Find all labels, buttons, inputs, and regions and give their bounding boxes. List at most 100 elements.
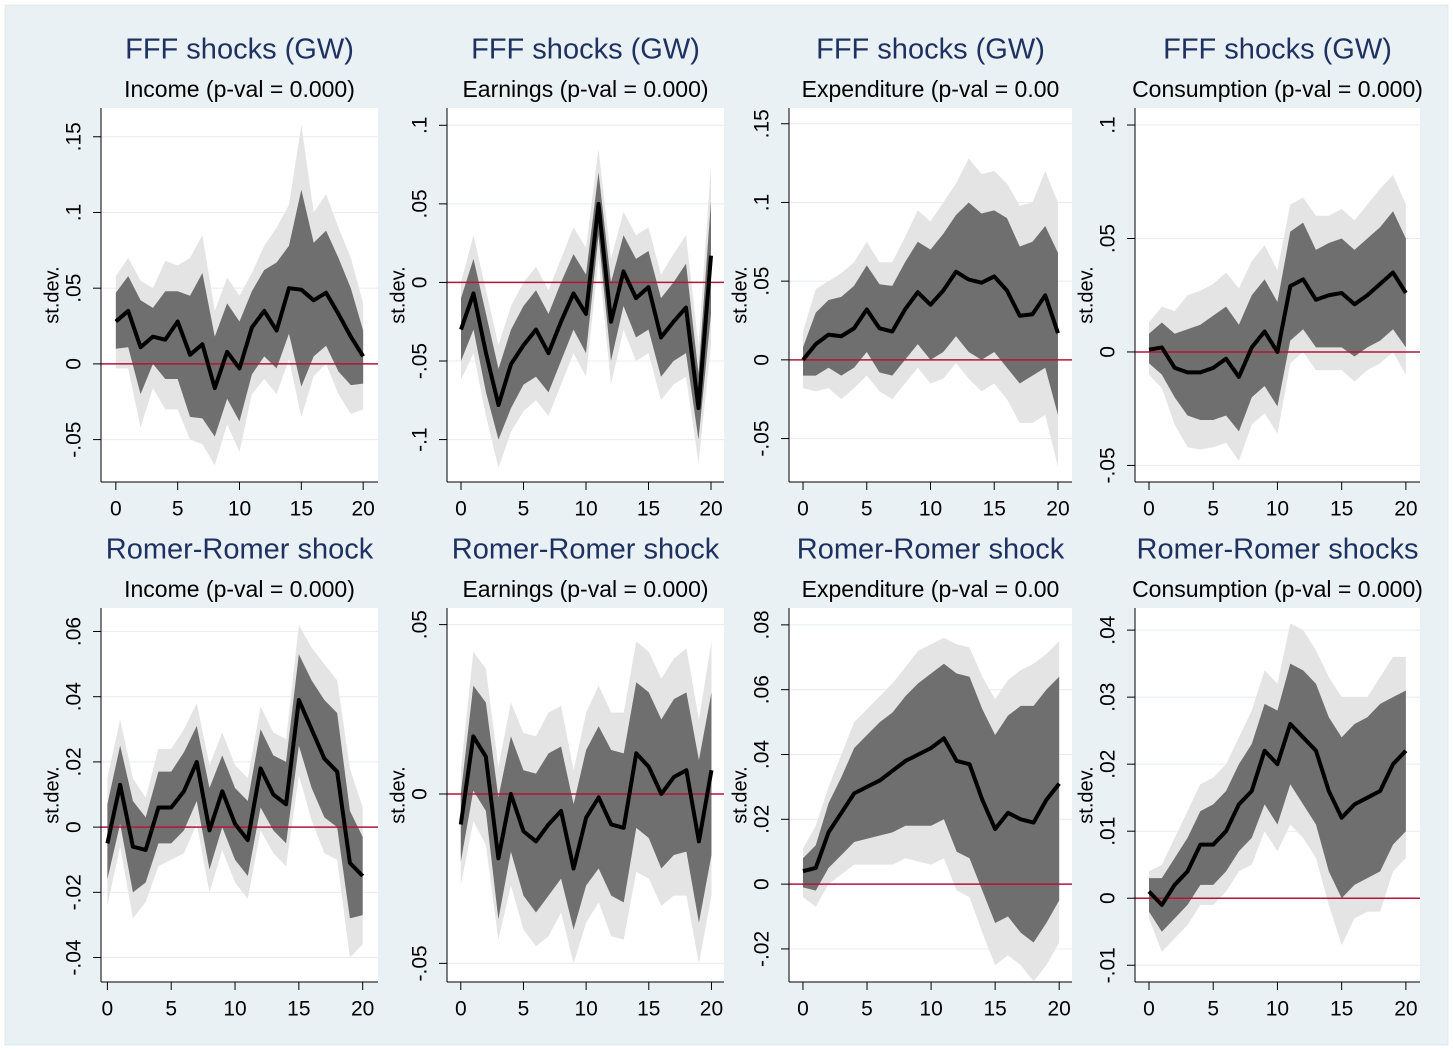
y-tick-label: .1: [1097, 116, 1120, 134]
x-tick-label: 15: [290, 498, 313, 521]
y-tick-label: .05: [409, 189, 432, 218]
x-tick-label: 20: [351, 498, 374, 521]
plot-content: [447, 148, 724, 468]
confidence-band: [1148, 663, 1406, 932]
y-tick-label: -.05: [1097, 447, 1120, 483]
y-tick-label: .15: [63, 122, 86, 151]
y-axis-label: st.dev.: [41, 266, 63, 323]
y-axis-label: st.dev.: [729, 766, 751, 823]
panel-title: FFF shocks (GW): [125, 34, 354, 66]
y-tick-label: -.05: [63, 422, 86, 458]
y-tick-label: .08: [751, 610, 774, 639]
panel-subtitle: Consumption (p-val = 0.000): [1132, 576, 1423, 602]
x-tick-label: 0: [1143, 998, 1155, 1021]
x-tick-label: 10: [223, 998, 246, 1021]
x-tick-label: 5: [172, 498, 184, 521]
y-tick-label: .05: [751, 267, 774, 296]
y-tick-label: .05: [409, 610, 432, 639]
panel-title: Romer-Romer shock: [106, 534, 374, 566]
x-tick-label: 20: [1046, 498, 1069, 521]
panel-subtitle: Earnings (p-val = 0.000): [462, 576, 708, 602]
x-tick-label: 0: [797, 498, 809, 521]
x-tick-label: 5: [1207, 498, 1219, 521]
x-tick-label: 20: [1394, 998, 1417, 1021]
y-tick-label: 0: [63, 358, 86, 370]
x-tick-label: 20: [351, 998, 374, 1021]
confidence-band: [107, 654, 363, 919]
x-tick-label: 0: [110, 498, 122, 521]
panel: FFF shocks (GW) Expenditure (p-val = 0.00…: [729, 34, 1072, 521]
x-tick-label: 5: [165, 998, 177, 1021]
plot-content: [101, 124, 378, 466]
x-tick-label: 5: [861, 498, 873, 521]
plot-content: [101, 624, 378, 958]
x-tick-label: 10: [574, 998, 597, 1021]
y-tick-label: 0: [751, 354, 774, 366]
panel-subtitle: Consumption (p-val = 0.000): [1132, 76, 1423, 102]
x-tick-label: 15: [287, 998, 310, 1021]
y-tick-label: .1: [63, 204, 86, 222]
y-tick-label: 0: [1097, 346, 1120, 358]
x-tick-label: 20: [1048, 998, 1071, 1021]
panel: Romer-Romer shock Earnings (p-val = 0.000…: [387, 534, 724, 1021]
plot-content: [789, 158, 1072, 467]
y-tick-label: .04: [63, 682, 86, 712]
confidence-band: [803, 202, 1058, 415]
panel-title: FFF shocks (GW): [1163, 34, 1392, 66]
y-tick-label: -.02: [63, 874, 86, 910]
y-tick-label: 0: [751, 878, 774, 890]
panel-title: FFF shocks (GW): [471, 34, 700, 66]
y-tick-label: .04: [751, 740, 774, 770]
y-tick-label: -.01: [1097, 947, 1120, 983]
panel: FFF shocks (GW) Consumption (p-val = 0.00…: [1075, 34, 1423, 521]
panel-title: Romer-Romer shock: [452, 534, 720, 566]
y-tick-label: -.04: [63, 939, 86, 976]
panel-title: Romer-Romer shock: [797, 534, 1065, 566]
confidence-band: [802, 663, 1060, 943]
confidence-band: [460, 682, 712, 930]
estimate-line: [105, 697, 365, 878]
panel-subtitle: Earnings (p-val = 0.000): [462, 76, 708, 102]
panel-subtitle: Expenditure (p-val = 0.00: [802, 76, 1060, 102]
plot-content: [1135, 174, 1420, 461]
panel: FFF shocks (GW) Earnings (p-val = 0.000) -…: [387, 34, 724, 521]
y-tick-label: .06: [751, 675, 774, 704]
y-tick-label: -.05: [409, 343, 432, 379]
estimate-line: [802, 736, 1061, 874]
y-tick-label: .02: [1097, 750, 1120, 779]
panel-subtitle: Expenditure (p-val = 0.00: [802, 576, 1060, 602]
x-tick-label: 0: [455, 498, 467, 521]
y-tick-label: .05: [1097, 224, 1120, 253]
y-tick-label: .02: [751, 805, 774, 834]
y-tick-label: .15: [751, 109, 774, 138]
x-tick-label: 5: [518, 998, 530, 1021]
y-tick-label: .01: [1097, 817, 1120, 846]
panel: Romer-Romer shock Expenditure (p-val = 0.…: [729, 534, 1072, 1021]
estimate-line: [458, 734, 714, 871]
plot-content: [789, 637, 1072, 982]
x-tick-label: 5: [1207, 998, 1219, 1021]
y-axis-label: st.dev.: [387, 266, 409, 323]
x-tick-label: 20: [1394, 498, 1417, 521]
y-tick-label: .04: [1097, 615, 1120, 645]
x-tick-label: 0: [455, 998, 467, 1021]
y-tick-label: 0: [409, 788, 432, 800]
x-tick-label: 15: [983, 498, 1006, 521]
y-tick-label: .06: [63, 617, 86, 646]
x-tick-label: 20: [699, 498, 722, 521]
x-tick-label: 15: [983, 998, 1006, 1021]
y-tick-label: 0: [409, 277, 432, 289]
estimate-line: [1147, 721, 1408, 907]
y-tick-label: .1: [751, 194, 774, 212]
x-tick-label: 10: [919, 498, 942, 521]
panel-title: FFF shocks (GW): [816, 34, 1045, 66]
y-axis-label: st.dev.: [1075, 766, 1097, 823]
x-tick-label: 20: [700, 998, 723, 1021]
x-tick-label: 0: [1143, 498, 1155, 521]
x-tick-label: 10: [574, 498, 597, 521]
x-tick-label: 15: [637, 998, 660, 1021]
y-tick-label: 0: [63, 821, 86, 833]
estimate-line: [459, 201, 713, 411]
